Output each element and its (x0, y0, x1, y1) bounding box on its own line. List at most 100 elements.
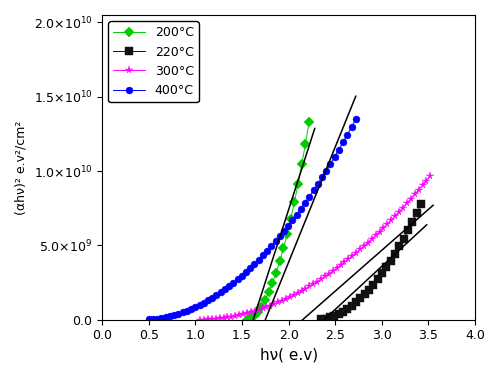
200°C (306, 119, 312, 124)
400°C (328, 161, 334, 166)
400°C (158, 316, 164, 320)
220°C (396, 244, 402, 249)
400°C (332, 155, 338, 159)
220°C (374, 277, 380, 281)
220°C (344, 307, 350, 311)
400°C (162, 315, 168, 319)
Legend: 200°C, 220°C, 300°C, 400°C: 200°C, 220°C, 300°C, 400°C (108, 21, 198, 102)
400°C (176, 311, 182, 316)
220°C (400, 236, 406, 241)
220°C (322, 316, 328, 321)
400°C (214, 293, 220, 297)
400°C (353, 117, 359, 121)
220°C (362, 292, 368, 296)
220°C (410, 220, 416, 224)
X-axis label: hν( e.v): hν( e.v) (260, 348, 318, 363)
400°C (171, 313, 177, 317)
220°C (318, 317, 324, 322)
300°C (275, 300, 281, 305)
400°C (281, 229, 287, 233)
220°C (370, 282, 376, 287)
220°C (392, 251, 398, 256)
200°C (288, 216, 294, 221)
400°C (276, 234, 282, 239)
Line: 220°C: 220°C (318, 200, 425, 323)
400°C (154, 316, 160, 321)
400°C (188, 307, 194, 311)
400°C (272, 239, 278, 243)
200°C (248, 316, 254, 321)
220°C (414, 211, 420, 215)
200°C (280, 246, 286, 251)
400°C (340, 140, 346, 144)
300°C (236, 313, 242, 318)
220°C (384, 265, 390, 270)
200°C (251, 313, 257, 318)
400°C (323, 169, 329, 173)
300°C (197, 318, 203, 322)
200°C (270, 281, 276, 285)
400°C (294, 212, 300, 217)
220°C (366, 287, 372, 292)
400°C (310, 188, 316, 193)
400°C (150, 317, 156, 321)
200°C (273, 271, 279, 275)
Line: 400°C: 400°C (146, 116, 359, 323)
Line: 200°C: 200°C (243, 118, 313, 323)
300°C (428, 174, 434, 178)
300°C (342, 260, 347, 265)
200°C (258, 304, 264, 309)
200°C (244, 317, 250, 322)
400°C (226, 284, 232, 288)
400°C (247, 266, 253, 270)
400°C (167, 314, 173, 318)
200°C (299, 162, 305, 167)
220°C (358, 296, 364, 301)
200°C (277, 259, 283, 263)
220°C (388, 258, 394, 263)
400°C (256, 257, 262, 262)
200°C (295, 181, 301, 186)
400°C (192, 305, 198, 309)
400°C (285, 223, 291, 228)
400°C (319, 175, 325, 180)
220°C (340, 309, 346, 314)
400°C (252, 262, 258, 266)
400°C (222, 287, 228, 291)
300°C (264, 305, 270, 309)
400°C (336, 147, 342, 152)
400°C (298, 206, 304, 211)
400°C (302, 201, 308, 205)
400°C (268, 244, 274, 248)
200°C (262, 298, 268, 302)
400°C (260, 253, 266, 258)
400°C (238, 274, 244, 278)
Y-axis label: (αhν)² e.v²/cm²: (αhν)² e.v²/cm² (15, 120, 28, 215)
300°C (256, 307, 262, 312)
400°C (344, 132, 350, 137)
400°C (234, 277, 240, 282)
400°C (196, 303, 202, 307)
200°C (284, 232, 290, 236)
220°C (379, 271, 385, 276)
220°C (405, 228, 411, 233)
400°C (290, 218, 296, 223)
400°C (243, 270, 249, 274)
220°C (336, 311, 342, 316)
300°C (271, 302, 277, 306)
400°C (184, 308, 190, 313)
400°C (264, 248, 270, 253)
200°C (254, 310, 260, 314)
400°C (314, 182, 320, 186)
400°C (348, 125, 354, 129)
Line: 300°C: 300°C (196, 172, 434, 324)
200°C (292, 200, 298, 204)
220°C (418, 201, 424, 206)
220°C (353, 300, 359, 305)
400°C (209, 296, 215, 300)
400°C (180, 310, 186, 314)
220°C (327, 315, 333, 320)
400°C (205, 298, 211, 303)
400°C (230, 280, 236, 285)
400°C (306, 194, 312, 199)
